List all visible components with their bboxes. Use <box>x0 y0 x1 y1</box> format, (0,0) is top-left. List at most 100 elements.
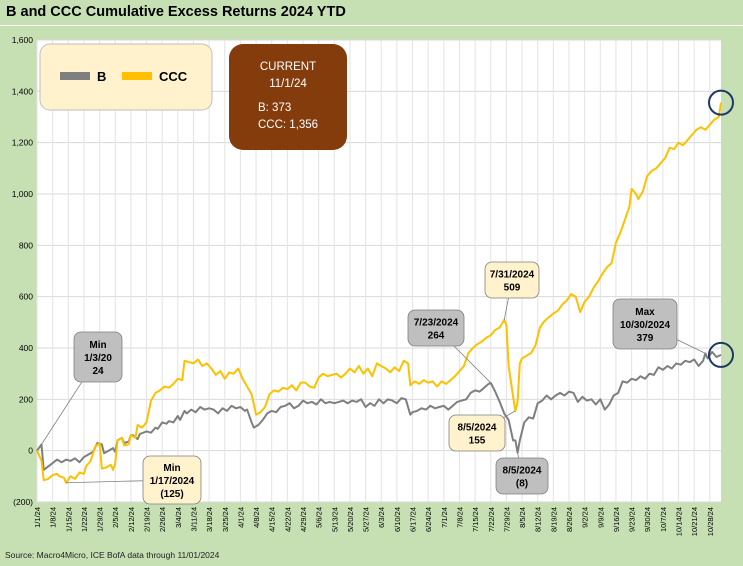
callout-text-line: 509 <box>504 283 521 294</box>
x-tick-label: 7/22/24 <box>487 507 496 532</box>
x-axis: 1/1/24 1/8/24 1/15/24 1/22/24 1/29/24 2/5/24 2… <box>33 507 715 536</box>
callout-text-line: Max <box>635 307 655 318</box>
callout-b-max-oct30: Max 10/30/2024 379 <box>612 298 706 354</box>
callout-ccc-aug5: 8/5/2024 155 <box>448 410 516 452</box>
callout-text-line: 1/17/2024 <box>150 476 195 487</box>
y-tick-label: 1,400 <box>12 86 34 96</box>
callout-box <box>484 261 540 299</box>
x-tick-label: 8/26/24 <box>565 507 574 532</box>
callout-b-jul23: 7/23/2024 264 <box>407 309 492 384</box>
x-tick-label: 5/6/24 <box>315 507 324 528</box>
x-tick-label: 3/25/24 <box>221 507 230 532</box>
source-note: Source: Macro4Micro, ICE BofA data throu… <box>5 550 220 560</box>
x-tick-label: 6/17/24 <box>409 507 418 532</box>
callout-text-line: (8) <box>516 479 528 490</box>
y-tick-label: 600 <box>19 292 33 302</box>
plot-area <box>37 40 721 502</box>
y-tick-label: 400 <box>19 343 33 353</box>
legend-label-ccc: CCC <box>159 69 188 84</box>
x-tick-label: 9/2/24 <box>581 507 590 528</box>
callout-text-line: 1/3/20 <box>84 353 112 364</box>
legend: B CCC <box>39 43 213 111</box>
x-tick-label: 10/14/24 <box>675 507 684 536</box>
callout-box <box>142 455 202 505</box>
current-b-value: B: 373 <box>258 102 291 114</box>
callout-b-min-jan: Min 1/3/20 24 <box>41 331 123 445</box>
callout-text-line: 7/31/2024 <box>490 270 535 281</box>
x-tick-label: 1/29/24 <box>96 507 105 532</box>
x-tick-label: 1/8/24 <box>49 507 58 528</box>
y-tick-label: 1,600 <box>12 35 34 45</box>
callouts: Min 1/3/20 24 Min 1/17/2024 (125) 7/23/2024 264… <box>41 261 706 505</box>
y-tick-label: (200) <box>13 497 33 507</box>
x-tick-label: 2/26/24 <box>158 507 167 532</box>
x-tick-label: 10/21/24 <box>690 507 699 536</box>
callout-text-line: 8/5/2024 <box>503 466 542 477</box>
series-line-ccc <box>36 102 722 484</box>
x-tick-label: 5/27/24 <box>362 507 371 532</box>
latest-b-highlight-circle <box>708 341 734 368</box>
x-tick-label: 9/30/24 <box>643 507 652 532</box>
callout-text-line: Min <box>163 463 180 474</box>
callout-box <box>407 309 465 347</box>
callout-text-line: 10/30/2024 <box>620 320 670 331</box>
current-values-box: CURRENT 11/1/24 B: 373 CCC: 1,356 <box>229 44 347 150</box>
callout-box <box>448 414 506 452</box>
x-tick-label: 8/12/24 <box>534 507 543 532</box>
x-tick-label: 6/3/24 <box>377 507 386 528</box>
current-heading: CURRENT <box>260 61 316 73</box>
title-divider <box>0 25 743 26</box>
callout-b-aug5: 8/5/2024 (8) <box>495 452 549 495</box>
y-tick-label: 200 <box>19 394 33 404</box>
callout-box <box>612 298 678 350</box>
x-tick-label: 6/10/24 <box>393 507 402 532</box>
chart-title: B and CCC Cumulative Excess Returns 2024… <box>6 4 346 20</box>
x-tick-label: 9/23/24 <box>628 507 637 532</box>
y-tick-label: 0 <box>28 446 33 456</box>
callout-text-line: 24 <box>92 366 104 377</box>
x-tick-label: 4/29/24 <box>299 507 308 532</box>
y-tick-label: 1,000 <box>12 189 34 199</box>
x-tick-label: 5/20/24 <box>346 507 355 532</box>
callout-text-line: Min <box>89 340 106 351</box>
callout-box <box>495 457 549 495</box>
series-lines <box>36 102 722 484</box>
x-tick-label: 4/8/24 <box>252 507 261 528</box>
x-tick-label: 2/19/24 <box>143 507 152 532</box>
x-tick-label: 1/1/24 <box>33 507 42 528</box>
x-tick-label: 3/4/24 <box>174 507 183 528</box>
callout-text-line: (125) <box>160 489 183 500</box>
current-ccc-value: CCC: 1,356 <box>258 119 318 131</box>
legend-label-b: B <box>97 69 106 84</box>
x-tick-label: 3/11/24 <box>189 507 198 531</box>
x-tick-label: 8/19/24 <box>549 507 558 532</box>
current-date: 11/1/24 <box>269 78 307 90</box>
latest-ccc-highlight-circle <box>708 89 734 116</box>
x-tick-label: 9/16/24 <box>612 507 621 532</box>
x-tick-label: 1/15/24 <box>64 507 73 532</box>
x-tick-label: 4/15/24 <box>268 507 277 532</box>
y-tick-label: 800 <box>19 240 33 250</box>
callout-text-line: 7/23/2024 <box>414 318 459 329</box>
series-line-b <box>36 350 722 471</box>
x-tick-label: 7/15/24 <box>471 507 480 532</box>
x-tick-label: 7/8/24 <box>455 507 464 528</box>
x-tick-label: 6/24/24 <box>424 507 433 532</box>
current-box-bg <box>229 44 347 150</box>
x-tick-label: 2/5/24 <box>111 507 120 528</box>
x-tick-label: 9/9/24 <box>596 507 605 528</box>
x-tick-label: 1/22/24 <box>80 507 89 532</box>
callout-text-line: 379 <box>637 333 654 344</box>
callout-ccc-min-jan: Min 1/17/2024 (125) <box>66 455 202 505</box>
x-tick-label: 10/28/24 <box>706 507 715 536</box>
callout-text-line: 264 <box>428 331 445 342</box>
callout-text-line: 155 <box>469 436 486 447</box>
x-tick-label: 2/12/24 <box>127 507 136 532</box>
callout-ccc-jul31: 7/31/2024 509 <box>484 261 540 321</box>
x-tick-label: 3/18/24 <box>205 507 214 532</box>
y-axis: (200) 0 200 400 600 800 1,000 1,200 1,400 1,600 <box>12 35 34 507</box>
y-tick-label: 1,200 <box>12 138 34 148</box>
x-tick-label: 7/29/24 <box>502 507 511 532</box>
x-tick-label: 4/22/24 <box>283 507 292 532</box>
